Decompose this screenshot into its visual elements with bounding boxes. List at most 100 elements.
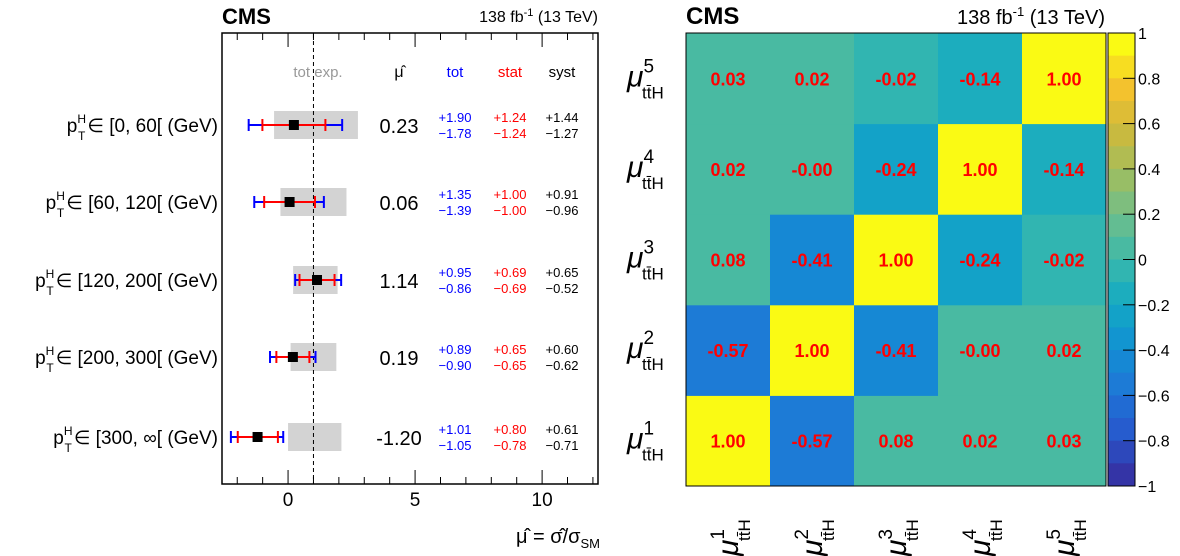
colorbar-tick-label: −0.2 — [1138, 298, 1170, 315]
cell-value: 0.02 — [710, 160, 745, 180]
bin-label: pH T ∈ [0, 60[ (GeV) — [67, 112, 218, 143]
cell-value: 0.02 — [962, 432, 997, 452]
x-tick-label: 10 — [532, 490, 553, 511]
colorbar-segment — [1108, 33, 1135, 56]
mu-value: 0.19 — [380, 348, 419, 370]
header-stat: stat — [498, 64, 523, 81]
tot-down: −1.39 — [439, 203, 472, 218]
cell-value: 0.08 — [878, 432, 913, 452]
syst-up: +0.65 — [546, 265, 579, 280]
x-tick-label: 0 — [283, 490, 294, 511]
cell-value: -0.24 — [875, 160, 916, 180]
mu-value: 0.23 — [380, 116, 419, 138]
stat-up: +0.80 — [494, 422, 527, 437]
bin-label: pH T ∈ [60, 120[ (GeV) — [46, 189, 218, 220]
tot-up: +1.35 — [439, 187, 472, 202]
cell-value: -0.14 — [1043, 160, 1084, 180]
tot-down: −1.05 — [439, 438, 472, 453]
cell-value: -0.41 — [791, 251, 832, 271]
colorbar-segment — [1108, 169, 1135, 192]
colorbar-segment — [1108, 192, 1135, 215]
stat-up: +0.65 — [494, 342, 527, 357]
colorbar-tick-label: 0.8 — [1138, 71, 1160, 88]
right-panel: CMS 138 fb-1 (13 TeV) 1.00 -0.57 0.08 0.02 0… — [626, 3, 1170, 556]
tot-up: +0.89 — [439, 342, 472, 357]
left-cms-label: CMS — [222, 4, 271, 29]
mu-value: -1.20 — [376, 428, 422, 450]
stat-down: −1.00 — [494, 203, 527, 218]
syst-down: −0.62 — [546, 358, 579, 373]
mu-value: 1.14 — [380, 271, 419, 293]
syst-down: −0.71 — [546, 438, 579, 453]
cell-value: 1.00 — [962, 160, 997, 180]
colorbar-segment — [1108, 418, 1135, 441]
syst-up: +0.60 — [546, 342, 579, 357]
x-axis-param-label: μ2 tt̄H — [792, 519, 838, 556]
header-tot-exp: tot exp. — [293, 64, 342, 81]
colorbar-segment — [1108, 56, 1135, 79]
bin-label: pH T ∈ [300, ∞[ (GeV) — [53, 424, 218, 455]
tot-down: −0.90 — [439, 358, 472, 373]
left-lumi-label: 138 fb-1 (13 TeV) — [479, 7, 598, 26]
best-fit-marker — [312, 275, 322, 285]
cell-value: 0.03 — [1046, 432, 1081, 452]
y-axis-param-label: μ5 tt̄H — [626, 56, 664, 102]
colorbar-segment — [1108, 78, 1135, 101]
cell-value: 1.00 — [710, 432, 745, 452]
colorbar-segment — [1108, 305, 1135, 328]
y-axis-param-label: μ1 tt̄H — [626, 419, 664, 465]
y-axis-param-label: μ2 tt̄H — [626, 328, 664, 374]
syst-up: +0.61 — [546, 422, 579, 437]
cell-value: -0.57 — [791, 432, 832, 452]
cell-value: -0.57 — [707, 341, 748, 361]
right-cms-label: CMS — [686, 3, 739, 30]
colorbar-tick-label: 0.6 — [1138, 117, 1160, 134]
colorbar-tick-label: 0.4 — [1138, 162, 1160, 179]
stat-down: −0.69 — [494, 281, 527, 296]
colorbar-segment — [1108, 124, 1135, 147]
colorbar-segment — [1108, 237, 1135, 260]
colorbar-tick-label: −0.8 — [1138, 434, 1170, 451]
best-fit-marker — [289, 120, 299, 130]
header-mu-hat: μ̂ — [394, 64, 406, 81]
colorbar-segment — [1108, 373, 1135, 396]
cell-value: 0.02 — [1046, 341, 1081, 361]
colorbar-tick-label: −0.6 — [1138, 388, 1170, 405]
expected-band — [288, 423, 341, 451]
left-x-axis-title: μ̂ = σ̂/σSM — [516, 526, 600, 551]
header-syst: syst — [549, 64, 577, 81]
best-fit-marker — [253, 432, 263, 442]
right-lumi-label: 138 fb-1 (13 TeV) — [957, 4, 1105, 29]
y-axis-param-label: μ3 tt̄H — [626, 238, 664, 284]
stat-up: +0.69 — [494, 265, 527, 280]
cell-value: 0.08 — [710, 251, 745, 271]
stat-up: +1.24 — [494, 110, 527, 125]
cell-value: -0.00 — [791, 160, 832, 180]
cell-value: -0.41 — [875, 341, 916, 361]
cell-value: -0.00 — [959, 341, 1000, 361]
x-axis-param-label: μ4 tt̄H — [960, 519, 1006, 556]
tot-down: −1.78 — [439, 126, 472, 141]
colorbar-segment — [1108, 282, 1135, 305]
colorbar-segment — [1108, 463, 1135, 486]
syst-down: −1.27 — [546, 126, 579, 141]
cell-value: 1.00 — [1046, 69, 1081, 89]
cell-value: -0.24 — [959, 251, 1000, 271]
syst-up: +0.91 — [546, 187, 579, 202]
tot-up: +0.95 — [439, 265, 472, 280]
x-axis-param-label: μ5 tt̄H — [1044, 519, 1090, 556]
cell-value: -0.14 — [959, 69, 1000, 89]
best-fit-marker — [288, 352, 298, 362]
syst-down: −0.52 — [546, 281, 579, 296]
cell-value: -0.02 — [875, 69, 916, 89]
left-panel: CMS 138 fb-1 (13 TeV) tot exp. μ̂ tot st… — [35, 4, 600, 551]
stat-down: −0.78 — [494, 438, 527, 453]
header-tot: tot — [447, 64, 465, 81]
tot-down: −0.86 — [439, 281, 472, 296]
colorbar-tick-label: 1 — [1138, 26, 1147, 43]
cell-value: 1.00 — [878, 251, 913, 271]
x-axis-param-label: μ3 tt̄H — [876, 519, 922, 556]
cell-value: 0.03 — [710, 69, 745, 89]
colorbar-segment — [1108, 327, 1135, 350]
colorbar-segment — [1108, 350, 1135, 373]
